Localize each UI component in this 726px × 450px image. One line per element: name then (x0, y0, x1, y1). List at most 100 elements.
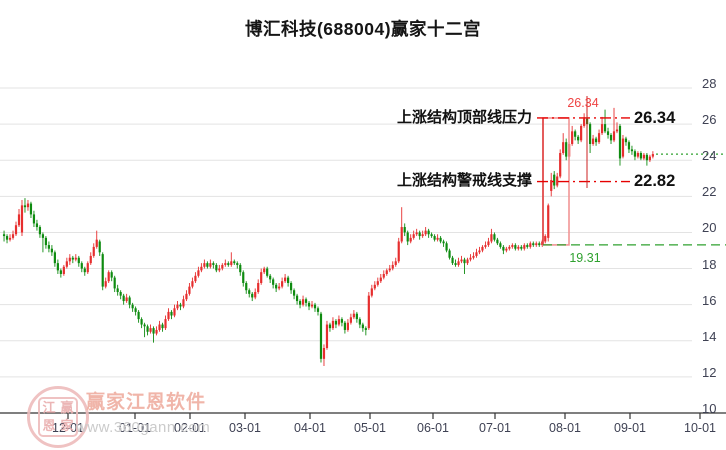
candle-body (520, 246, 523, 249)
candle-body (496, 239, 499, 244)
candle-body (71, 257, 74, 260)
watermark-url-text: www.360gann.com (76, 419, 211, 436)
candle-body (65, 261, 68, 267)
y-axis-label: 28 (702, 76, 717, 91)
candle-body (337, 319, 341, 325)
candle-body (221, 264, 224, 269)
candle-body (553, 174, 556, 186)
candle-body (334, 320, 338, 325)
candle-body (633, 151, 637, 157)
candle-body (421, 234, 424, 237)
candle-body (379, 277, 382, 282)
x-axis-label: 05-01 (354, 421, 386, 435)
candle-body (209, 263, 212, 267)
x-axis-label: 09-01 (614, 421, 646, 435)
candle-body (535, 243, 538, 246)
candle-body (86, 263, 89, 273)
candle-body (215, 264, 218, 271)
x-axis-label: 02-01 (174, 421, 206, 435)
candle-body (346, 322, 349, 330)
candle-body (624, 138, 628, 143)
candle-body (224, 263, 227, 265)
candle-body (594, 138, 598, 143)
candle-body (361, 324, 364, 329)
candle-body (304, 299, 308, 303)
candle-body (197, 270, 200, 276)
candle-body (606, 131, 610, 135)
candle-body (580, 125, 583, 141)
candle-body (358, 319, 361, 325)
candle-body (170, 311, 173, 316)
candle-body (101, 254, 104, 287)
candle-body (116, 288, 119, 293)
candle-body (176, 304, 179, 309)
x-axis-label: 03-01 (229, 421, 261, 435)
candle-body (212, 263, 215, 265)
candle-body (47, 245, 50, 249)
candle-body (110, 272, 113, 278)
candle-body (143, 324, 146, 327)
candle-body (8, 237, 12, 240)
candle-body (301, 299, 305, 305)
candle-body (343, 322, 347, 330)
candle-body (406, 232, 409, 242)
candle-body (62, 266, 65, 274)
candle-body (559, 153, 562, 177)
pressure-line-value: 26.34 (634, 109, 676, 127)
candle-body (460, 259, 463, 262)
candle-body (185, 293, 188, 300)
candle-body (577, 136, 580, 141)
candle-body (272, 279, 275, 285)
candle-body (526, 245, 529, 247)
candle-body (131, 304, 134, 309)
candle-body (523, 245, 526, 249)
y-axis-label: 16 (702, 292, 717, 308)
candle-body (355, 313, 358, 320)
candle-body (146, 326, 149, 332)
candle-body (364, 328, 367, 330)
candle-body (472, 255, 475, 258)
candle-body (38, 227, 42, 235)
candle-body (325, 324, 329, 349)
candle-body (278, 286, 281, 289)
candle-body (615, 129, 619, 132)
candle-body (107, 272, 110, 282)
support-line-label: 上涨结构警戒线支撑 (396, 172, 532, 189)
candle-body (266, 268, 269, 276)
candle-body (436, 237, 439, 240)
candle-body (505, 248, 508, 251)
candle-body (612, 131, 616, 141)
candle-body (499, 243, 502, 247)
candle-body (544, 236, 547, 242)
candle-body (149, 328, 152, 332)
candle-body (645, 154, 648, 161)
candle-body (448, 250, 451, 258)
candle-body (167, 311, 170, 320)
candle-body (122, 295, 125, 302)
seal-character: 恩 (42, 418, 56, 433)
candle-body (418, 232, 421, 237)
candle-body (188, 286, 191, 294)
candle-body (373, 284, 376, 289)
x-axis-label: 01-01 (119, 421, 151, 435)
candle-body (397, 241, 400, 262)
y-axis-label: 14 (702, 328, 717, 344)
x-axis-label: 10-01 (684, 421, 716, 435)
y-axis-label: 20 (702, 220, 717, 236)
candle-body (475, 252, 478, 256)
candle-body (651, 154, 654, 157)
candle-body (538, 243, 541, 246)
candle-body (391, 264, 394, 269)
candle-body (155, 329, 158, 334)
candle-body (367, 295, 370, 329)
candle-body (68, 257, 71, 262)
candle-body (376, 281, 379, 285)
candle-body (424, 230, 427, 235)
candle-body (173, 308, 176, 316)
candle-body (627, 142, 631, 150)
candle-body (20, 205, 24, 233)
candle-body (394, 261, 397, 265)
candle-body (621, 138, 625, 157)
candle-body (50, 248, 53, 253)
